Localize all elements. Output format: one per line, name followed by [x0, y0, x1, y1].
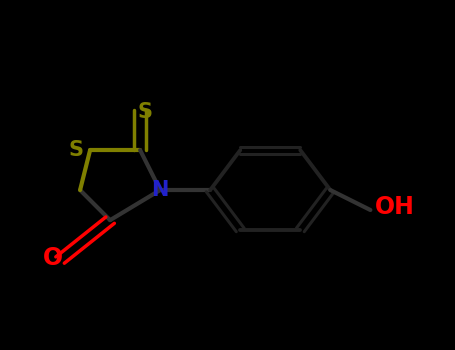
Text: N: N: [152, 180, 169, 200]
Text: OH: OH: [375, 195, 415, 218]
Text: O: O: [43, 246, 63, 270]
Text: S: S: [137, 102, 152, 122]
Text: S: S: [69, 140, 84, 160]
